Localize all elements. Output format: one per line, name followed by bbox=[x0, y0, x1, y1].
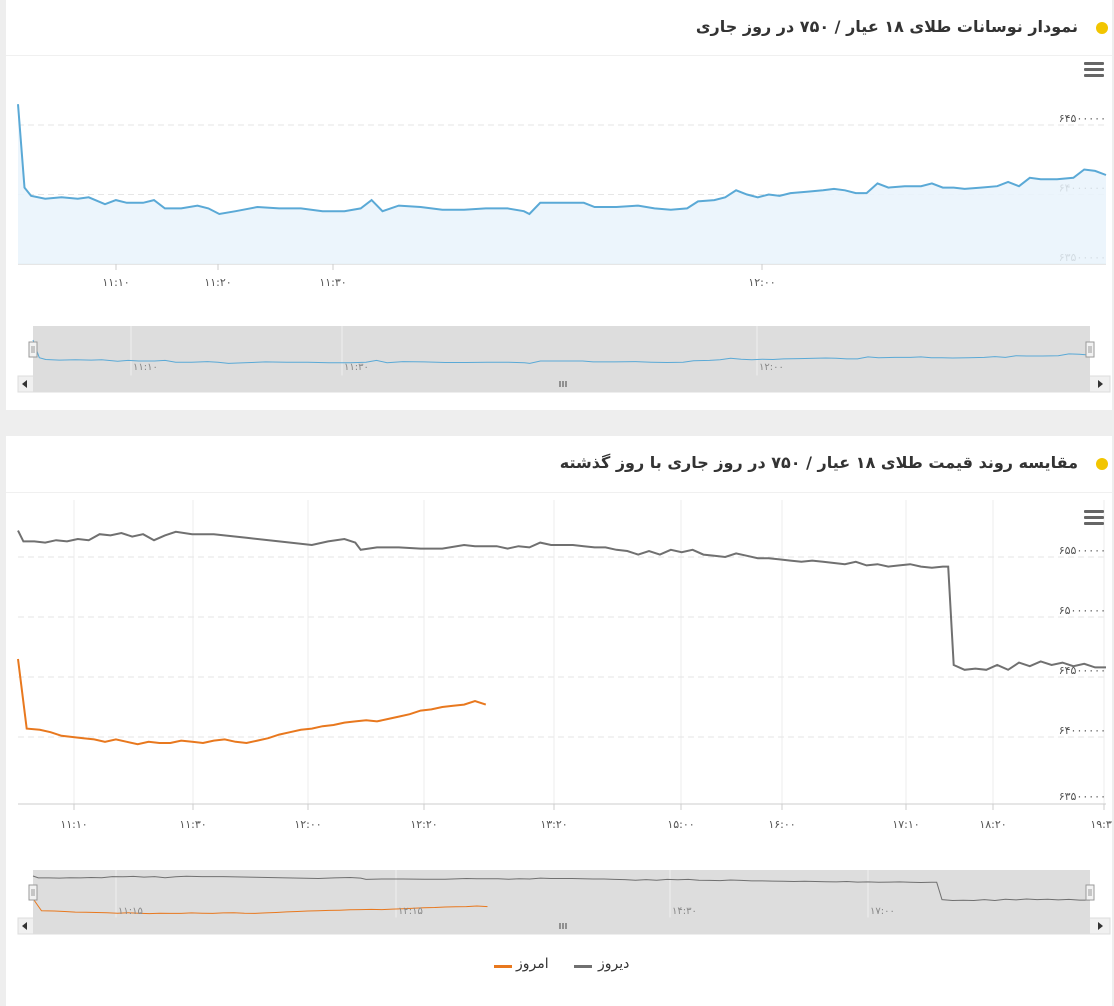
series-line-today[interactable] bbox=[17, 658, 487, 746]
navigator-tick-label: ۱۱:۳۰ bbox=[344, 362, 369, 373]
x-tick-label: ۱۳:۲۰ bbox=[540, 818, 567, 831]
navigator-tick-label: ۱۲:۰۰ bbox=[759, 362, 784, 373]
legend-today-swatch bbox=[494, 965, 512, 968]
area-fill bbox=[18, 104, 1106, 264]
scrollbar-thumb[interactable] bbox=[33, 918, 1090, 934]
legend-yesterday-swatch bbox=[574, 965, 592, 968]
navigator-series-yesterday bbox=[32, 875, 1090, 902]
x-tick-label: ۱۵:۰۰ bbox=[667, 818, 694, 831]
x-tick-label: ۱۱:۱۰ bbox=[102, 276, 129, 289]
navigator-handle[interactable] bbox=[28, 884, 38, 901]
handle-grip-icon bbox=[31, 889, 35, 896]
handle-grip-icon bbox=[1088, 346, 1092, 353]
navigator-scrollbar[interactable] bbox=[17, 917, 1111, 935]
menu-icon[interactable] bbox=[1084, 62, 1104, 77]
navigator-handle[interactable] bbox=[28, 341, 38, 358]
navigator-scrollbar[interactable] bbox=[17, 375, 1111, 393]
y-tick-label: ۶۴۰۰۰۰۰۰ bbox=[1059, 724, 1106, 737]
series-line-yesterday[interactable] bbox=[17, 530, 1106, 671]
x-tick-label: ۱۲:۲۰ bbox=[410, 818, 437, 831]
y-tick-label: ۶۳۵۰۰۰۰۰ bbox=[1059, 790, 1106, 803]
handle-body bbox=[1085, 884, 1095, 901]
chart-card-daily: نمودار نوسانات طلای ۱۸ عیار / ۷۵۰ در روز… bbox=[6, 0, 1112, 410]
bullet-icon bbox=[1096, 22, 1108, 34]
navigator-handle[interactable] bbox=[1085, 341, 1095, 358]
menu-icon-bar bbox=[1084, 62, 1104, 65]
navigator-series bbox=[32, 339, 1091, 364]
handle-body bbox=[1085, 341, 1095, 358]
scroll-left-icon[interactable] bbox=[22, 380, 27, 388]
navigator-tick-label: ۱۱:۱۵ bbox=[118, 906, 143, 917]
handle-grip-icon bbox=[31, 346, 35, 353]
card-header: مقایسه روند قیمت طلای ۱۸ عیار / ۷۵۰ در ر… bbox=[6, 436, 1112, 493]
x-tick-label: ۱۲:۰۰ bbox=[294, 818, 321, 831]
menu-icon-bar bbox=[1084, 510, 1104, 513]
y-tick-label: ۶۴۵۰۰۰۰۰ bbox=[1059, 664, 1106, 677]
navigator-handle[interactable] bbox=[1085, 884, 1095, 901]
scrollbar-grip-icon bbox=[559, 923, 567, 929]
x-tick-label: ۱۱:۲۰ bbox=[204, 276, 231, 289]
x-tick-label: ۱۷:۱۰ bbox=[892, 818, 919, 831]
menu-icon-bar bbox=[1084, 74, 1104, 77]
card-header: نمودار نوسانات طلای ۱۸ عیار / ۷۵۰ در روز… bbox=[6, 0, 1112, 56]
scrollbar-thumb[interactable] bbox=[33, 376, 1090, 392]
legend-yesterday[interactable]: دیروز bbox=[598, 956, 630, 972]
x-tick-label: ۱۱:۱۰ bbox=[60, 818, 87, 831]
series-line-today[interactable] bbox=[17, 104, 1107, 216]
scroll-right-icon[interactable] bbox=[1098, 922, 1103, 930]
handle-grip-icon bbox=[1088, 889, 1092, 896]
daily-chart-svg: ۶۴۵۰۰۰۰۰۶۴۰۰۰۰۰۰۶۳۵۰۰۰۰۰۱۱:۱۰۱۱:۲۰۱۱:۳۰۱… bbox=[17, 62, 1111, 393]
menu-icon-bar bbox=[1084, 68, 1104, 71]
menu-icon-bar bbox=[1084, 522, 1104, 525]
menu-icon[interactable] bbox=[1084, 510, 1104, 525]
x-tick-label: ۱۶:۰۰ bbox=[768, 818, 795, 831]
y-tick-label: ۶۵۰۰۰۰۰۰ bbox=[1059, 604, 1106, 617]
y-tick-label: ۶۵۵۰۰۰۰۰ bbox=[1059, 544, 1106, 557]
navigator-tick-label: ۱۲:۱۵ bbox=[398, 906, 423, 917]
x-tick-label: ۱۲:۰۰ bbox=[748, 276, 775, 289]
x-tick-label: ۱۹:۳۰ bbox=[1090, 818, 1112, 831]
navigator-series-today bbox=[32, 898, 488, 915]
navigator-tick-label: ۱۷:۰۰ bbox=[870, 906, 895, 917]
x-tick-label: ۱۱:۳۰ bbox=[319, 276, 346, 289]
chart-title: نمودار نوسانات طلای ۱۸ عیار / ۷۵۰ در روز… bbox=[695, 17, 1078, 36]
navigator-tick-label: ۱۱:۱۰ bbox=[133, 362, 158, 373]
x-tick-label: ۱۸:۲۰ bbox=[979, 818, 1006, 831]
compare-chart-svg: ۶۵۵۰۰۰۰۰ ۶۵۰۰۰۰۰۰ ۶۴۵۰۰۰۰۰ ۶۴۰۰۰۰۰۰ ۶۳۵۰۰۰۰۰… bbox=[17, 500, 1112, 935]
y-tick-label: ۶۴۵۰۰۰۰۰ bbox=[1059, 112, 1106, 125]
bullet-icon bbox=[1096, 458, 1108, 470]
handle-body bbox=[28, 884, 38, 901]
scrollbar-grip-icon bbox=[559, 381, 567, 387]
navigator-mask bbox=[33, 326, 1090, 378]
chart-title: مقایسه روند قیمت طلای ۱۸ عیار / ۷۵۰ در ر… bbox=[559, 453, 1078, 472]
scroll-right-icon[interactable] bbox=[1098, 380, 1103, 388]
scroll-left-icon[interactable] bbox=[22, 922, 27, 930]
chart-card-compare: مقایسه روند قیمت طلای ۱۸ عیار / ۷۵۰ در ر… bbox=[6, 436, 1112, 1006]
navigator-tick-label: ۱۴:۳۰ bbox=[672, 906, 697, 917]
legend: امروز دیروز bbox=[486, 956, 666, 976]
handle-body bbox=[28, 341, 38, 358]
legend-today[interactable]: امروز bbox=[516, 956, 549, 972]
x-tick-label: ۱۱:۳۰ bbox=[179, 818, 206, 831]
menu-icon-bar bbox=[1084, 516, 1104, 519]
